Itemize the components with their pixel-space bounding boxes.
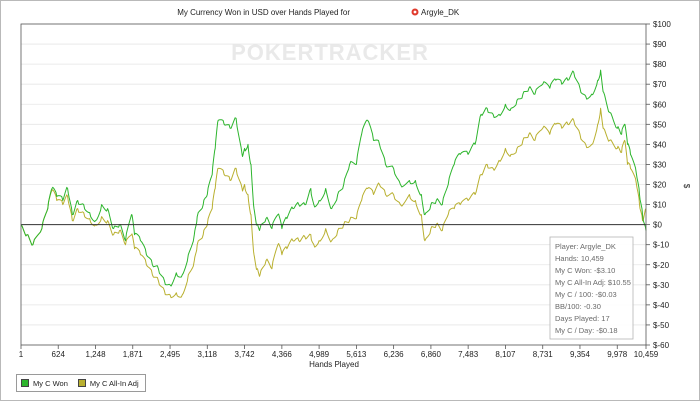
y-tick-label: $20 xyxy=(653,181,667,190)
y-tick-label: $100 xyxy=(653,20,671,29)
legend: My C Won My C All-In Adj xyxy=(16,374,146,392)
x-tick-label: 1,248 xyxy=(86,350,107,359)
series-line-0 xyxy=(20,69,647,287)
y-axis-label: $ xyxy=(682,184,691,189)
chart-title: My Currency Won in USD over Hands Played… xyxy=(177,8,350,17)
stats-box: Player: Argyle_DK Hands: 10,459 My C Won… xyxy=(549,236,634,340)
stats-player: Player: Argyle_DK xyxy=(555,242,616,251)
x-tick-label: 1,871 xyxy=(123,350,144,359)
x-tick-label: 9,978 xyxy=(607,350,628,359)
y-tick-label: $70 xyxy=(653,80,667,89)
chart-title-text: My Currency Won in USD over Hands Played… xyxy=(177,8,350,17)
y-tick-label: $10 xyxy=(653,201,667,210)
x-tick-label: 9,354 xyxy=(570,350,591,359)
stats-box-frame xyxy=(549,236,634,340)
poker-chip-center xyxy=(413,10,417,14)
y-tick-label: $80 xyxy=(653,60,667,69)
y-tick-label: $90 xyxy=(653,40,667,49)
y-tick-label: $30 xyxy=(653,160,667,169)
legend-swatch-allin xyxy=(77,379,86,387)
x-tick-label: 624 xyxy=(52,350,66,359)
stats-bb-100: BB/100: -0.30 xyxy=(555,302,601,311)
stats-per-100: My C / 100: -$0.03 xyxy=(555,290,617,299)
y-axis: $100 $90 $80 $70 $60 $50 $40 $30 $20 $10 $0 $-10 $-2… xyxy=(646,20,671,350)
x-tick-label: 8,107 xyxy=(495,350,516,359)
x-tick-label: 3,118 xyxy=(198,350,218,359)
x-tick-label: 3,742 xyxy=(235,350,256,359)
legend-item-won[interactable]: My C Won xyxy=(21,379,68,388)
x-tick-label: 6,236 xyxy=(384,350,405,359)
y-tick-label: $-60 xyxy=(653,341,670,350)
series-line-1 xyxy=(20,107,647,299)
legend-swatch-won xyxy=(21,379,29,387)
stats-allin-adj: My C All-In Adj: $10.55 xyxy=(555,278,631,287)
stats-per-day: My C / Day: -$0.18 xyxy=(555,326,618,335)
y-tick-label: $50 xyxy=(653,120,667,129)
x-tick-label: 4,989 xyxy=(309,350,330,359)
x-tick-label: 6,860 xyxy=(421,350,442,359)
x-tick-label: 1 xyxy=(19,350,24,359)
y-tick-label: $40 xyxy=(653,140,667,149)
legend-label-allin: My C All-In Adj xyxy=(89,378,139,388)
player-name: Argyle_DK xyxy=(421,8,460,17)
stats-days: Days Played: 17 xyxy=(555,314,610,323)
series-layer xyxy=(20,69,647,299)
x-tick-label: 4,366 xyxy=(272,350,293,359)
x-tick-label: 10,459 xyxy=(634,350,659,359)
x-tick-label: 7,483 xyxy=(458,350,479,359)
y-tick-label: $-40 xyxy=(653,301,670,310)
legend-item-allin[interactable]: My C All-In Adj xyxy=(77,378,139,388)
stats-hands: Hands: 10,459 xyxy=(555,254,604,263)
legend-label-won: My C Won xyxy=(33,378,68,388)
y-tick-label: $-20 xyxy=(653,261,670,270)
y-tick-label: $0 xyxy=(653,221,662,230)
y-tick-label: $-30 xyxy=(653,281,670,290)
x-axis: 1 624 1,248 1,871 2,495 3,118 3,742 4,366 4,989 5… xyxy=(19,345,659,359)
x-tick-label: 8,731 xyxy=(533,350,554,359)
y-tick-label: $60 xyxy=(653,100,667,109)
x-tick-label: 5,613 xyxy=(346,350,367,359)
x-axis-label: Hands Played xyxy=(309,360,359,369)
x-tick-label: 2,495 xyxy=(160,350,181,359)
stats-won: My C Won: -$3.10 xyxy=(555,266,615,275)
y-tick-label: $-10 xyxy=(653,241,670,250)
y-tick-label: $-50 xyxy=(653,321,670,330)
